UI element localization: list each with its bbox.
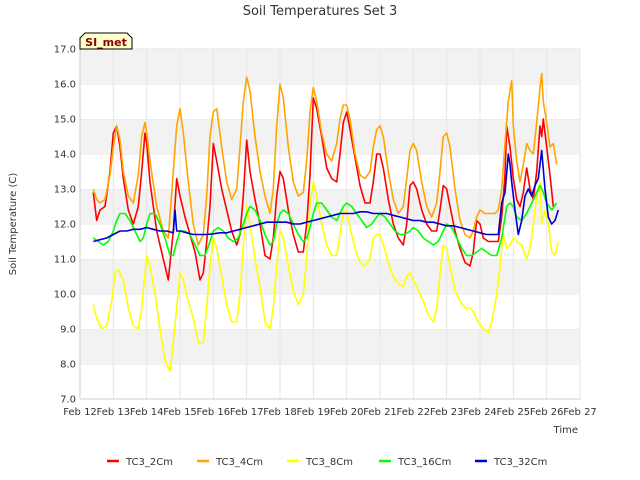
series-line-tc3-4cm [92, 72, 558, 246]
grid-band [80, 119, 580, 154]
grid-bands [79, 48, 581, 399]
x-tick-label: Feb 12 [63, 407, 97, 418]
y-tick-label: 11.0 [54, 255, 76, 266]
x-tick-label: Feb 19 [297, 407, 331, 418]
x-tick-label: Feb 20 [330, 407, 364, 418]
legend-label: TC3_4Cm [215, 457, 263, 468]
grid-band [80, 189, 580, 224]
grid-band [80, 329, 580, 364]
y-tick-label: 14.0 [54, 150, 76, 161]
legend: TC3_2Cm TC3_4Cm TC3_8Cm TC3_16Cm TC3_32Cm [107, 457, 547, 468]
x-tick-label: Feb 13 [97, 407, 131, 418]
x-tick-label: Feb 25 [497, 407, 531, 418]
y-axis-label: Soil Temperature (C) [8, 173, 19, 276]
y-tick-labels: 7.0 8.0 9.0 10.0 11.0 12.0 13.0 14.0 15.0 16.0 17.… [54, 45, 76, 406]
x-tick-label: Feb 26 [530, 407, 564, 418]
series-line-tc3-16cm [92, 184, 558, 257]
x-tick-label: Feb 16 [197, 407, 231, 418]
grid-band [80, 49, 580, 84]
x-tick-label: Feb 27 [563, 407, 597, 418]
y-tick-label: 10.0 [54, 290, 76, 301]
legend-label: TC3_8Cm [305, 457, 353, 468]
legend-label: TC3_16Cm [397, 457, 451, 468]
x-tick-label: Feb 14 [130, 407, 164, 418]
series-line-tc3-8cm [92, 181, 560, 372]
series-lines [92, 72, 560, 372]
x-tick-labels: Feb 12 Feb 13 Feb 14 Feb 15 Feb 16 Feb 17 Feb … [63, 407, 597, 418]
y-tick-label: 13.0 [54, 185, 76, 196]
x-tick-label: Feb 21 [363, 407, 397, 418]
y-tick-label: 12.0 [54, 220, 76, 231]
y-tick-label: 7.0 [60, 395, 76, 406]
y-tick-label: 16.0 [54, 80, 76, 91]
badge-box [79, 32, 133, 50]
grid-band [80, 364, 580, 399]
y-tick-label: 17.0 [54, 45, 76, 56]
x-tick-label: Feb 17 [230, 407, 264, 418]
x-axis-label: Time [553, 425, 578, 436]
si-met-badge: SI_met [79, 32, 133, 50]
x-tick-label: Feb 15 [163, 407, 197, 418]
series-line-tc3-32cm [93, 149, 560, 243]
y-tick-label: 8.0 [60, 360, 76, 371]
legend-label: TC3_32Cm [493, 457, 547, 468]
legend-label: TC3_2Cm [125, 457, 173, 468]
x-tick-label: Feb 18 [263, 407, 297, 418]
y-tick-label: 9.0 [60, 325, 76, 336]
grid-band [80, 294, 580, 329]
grid-band [80, 259, 580, 294]
x-tick-label: Feb 24 [463, 407, 497, 418]
x-tick-label: Feb 22 [397, 407, 431, 418]
x-tick-label: Feb 23 [430, 407, 464, 418]
badge-label: SI_met [85, 36, 127, 49]
y-tick-label: 15.0 [54, 115, 76, 126]
grid-band [80, 84, 580, 119]
chart-title: Soil Temperatures Set 3 [243, 4, 398, 19]
